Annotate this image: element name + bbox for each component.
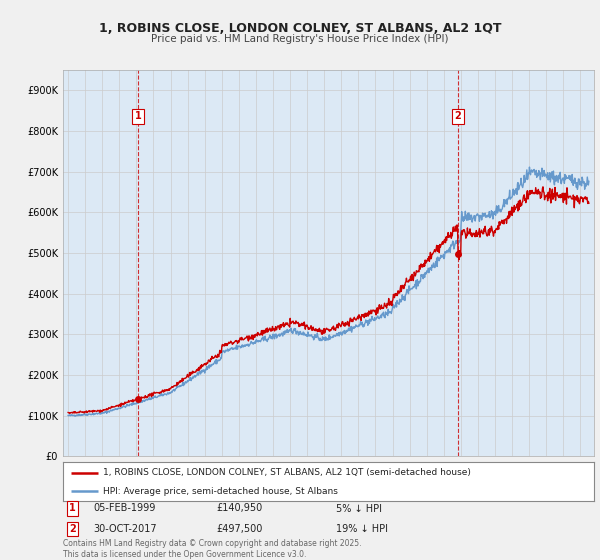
Text: 1: 1 xyxy=(69,503,76,514)
Text: 2: 2 xyxy=(455,111,461,122)
Text: 2: 2 xyxy=(69,524,76,534)
Text: HPI: Average price, semi-detached house, St Albans: HPI: Average price, semi-detached house,… xyxy=(103,487,338,496)
Text: Contains HM Land Registry data © Crown copyright and database right 2025.
This d: Contains HM Land Registry data © Crown c… xyxy=(63,539,361,559)
Text: 19% ↓ HPI: 19% ↓ HPI xyxy=(336,524,388,534)
Text: Price paid vs. HM Land Registry's House Price Index (HPI): Price paid vs. HM Land Registry's House … xyxy=(151,34,449,44)
Text: £497,500: £497,500 xyxy=(216,524,262,534)
Text: 05-FEB-1999: 05-FEB-1999 xyxy=(93,503,155,514)
Text: 30-OCT-2017: 30-OCT-2017 xyxy=(93,524,157,534)
Text: 5% ↓ HPI: 5% ↓ HPI xyxy=(336,503,382,514)
Text: 1, ROBINS CLOSE, LONDON COLNEY, ST ALBANS, AL2 1QT: 1, ROBINS CLOSE, LONDON COLNEY, ST ALBAN… xyxy=(99,22,501,35)
Text: 1, ROBINS CLOSE, LONDON COLNEY, ST ALBANS, AL2 1QT (semi-detached house): 1, ROBINS CLOSE, LONDON COLNEY, ST ALBAN… xyxy=(103,469,471,478)
Text: £140,950: £140,950 xyxy=(216,503,262,514)
Text: 1: 1 xyxy=(135,111,142,122)
